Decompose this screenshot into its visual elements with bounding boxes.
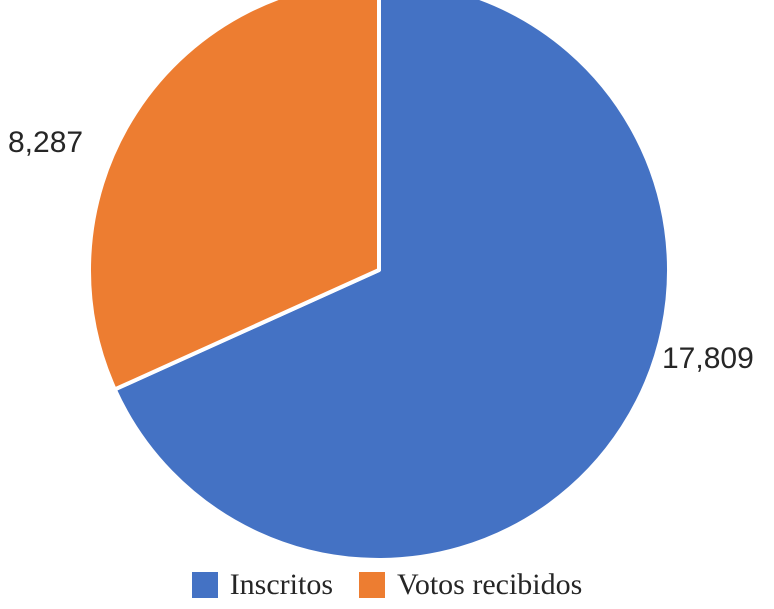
- legend-swatch-votos-recibidos: [359, 572, 386, 598]
- pie-chart: 17,809 8,287: [8, 0, 754, 560]
- legend-label-inscritos: Inscritos: [229, 568, 334, 601]
- legend-label-votos-recibidos: Votos recibidos: [397, 568, 583, 601]
- pie-slice-votos-recibidos: [87, 0, 381, 392]
- data-label-inscritos: 17,809: [662, 342, 754, 375]
- pie-slices: [87, 0, 671, 560]
- pie-slice-inscritos: [112, 0, 671, 560]
- data-label-votos-recibidos: 8,287: [8, 126, 83, 159]
- legend-item-votos-recibidos: Votos recibidos: [359, 568, 582, 602]
- chart-legend: Inscritos Votos recibidos: [0, 565, 774, 605]
- legend-swatch-inscritos: [191, 572, 218, 598]
- legend-item-inscritos: Inscritos: [191, 568, 334, 602]
